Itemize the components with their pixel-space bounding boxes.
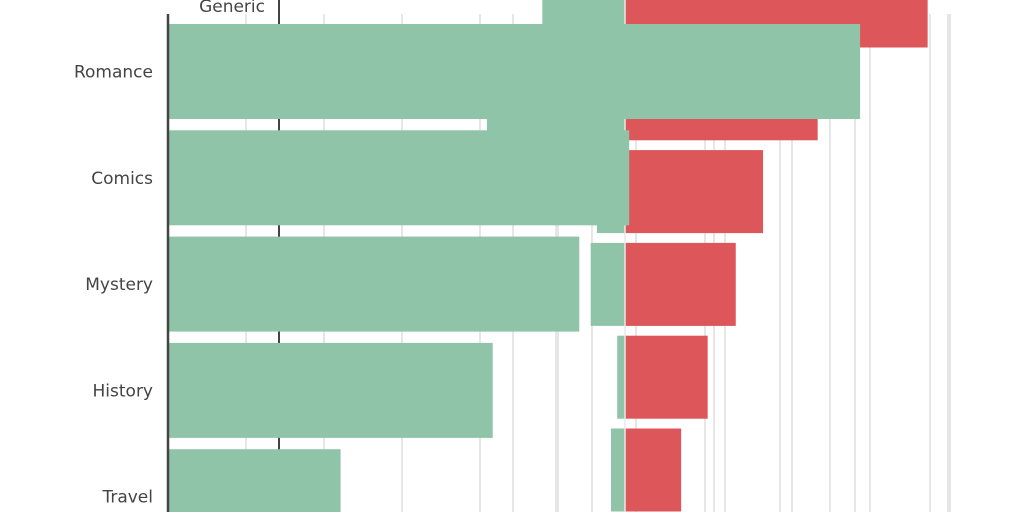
bar — [169, 130, 630, 226]
category-label: Generic — [199, 0, 265, 17]
positive-bar — [625, 150, 764, 234]
bar — [169, 236, 580, 332]
positive-bar — [625, 428, 682, 512]
horizontal-bar-chart: Romance Comics Mystery History Travel — [74, 14, 861, 512]
negative-bar — [610, 428, 625, 512]
bar — [169, 342, 493, 438]
negative-bar — [590, 242, 625, 326]
category-label: Comics — [91, 169, 153, 189]
negative-bar — [617, 335, 625, 419]
positive-bar — [625, 242, 736, 326]
bar — [169, 24, 861, 119]
positive-bar — [625, 335, 708, 419]
category-label: History — [93, 381, 153, 401]
bar — [169, 449, 341, 512]
category-label: Travel — [101, 488, 153, 508]
category-label: Romance — [74, 63, 153, 83]
category-label: Mystery — [85, 275, 153, 295]
